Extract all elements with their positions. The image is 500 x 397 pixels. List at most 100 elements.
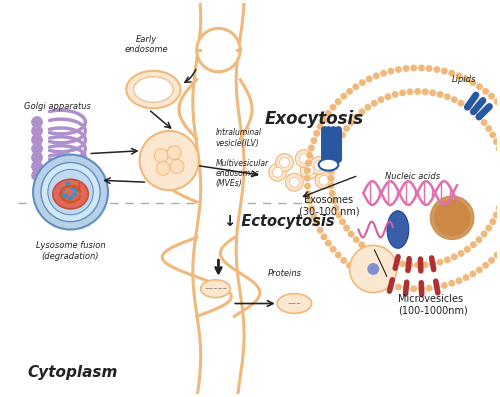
Circle shape (498, 152, 500, 159)
Circle shape (378, 253, 384, 260)
Circle shape (300, 154, 309, 164)
Circle shape (462, 75, 469, 83)
Circle shape (392, 91, 398, 98)
Circle shape (314, 160, 324, 170)
Circle shape (308, 205, 315, 212)
Circle shape (316, 227, 324, 233)
Circle shape (314, 220, 320, 227)
Circle shape (498, 197, 500, 204)
Circle shape (343, 225, 350, 231)
Circle shape (392, 259, 398, 266)
Circle shape (366, 274, 372, 281)
Polygon shape (434, 200, 470, 235)
Circle shape (332, 158, 342, 168)
Circle shape (496, 204, 500, 212)
Circle shape (268, 164, 286, 181)
Circle shape (170, 160, 184, 173)
Circle shape (290, 177, 300, 187)
Circle shape (343, 125, 350, 132)
Text: Cytoplasm: Cytoplasm (28, 365, 118, 380)
Circle shape (328, 182, 334, 189)
Circle shape (59, 193, 64, 198)
Circle shape (352, 266, 360, 273)
Circle shape (462, 274, 469, 281)
Circle shape (493, 138, 500, 145)
Circle shape (353, 114, 360, 120)
Circle shape (399, 260, 406, 267)
Circle shape (470, 241, 477, 248)
Circle shape (458, 100, 464, 106)
Circle shape (320, 233, 328, 240)
Polygon shape (440, 206, 464, 229)
Circle shape (316, 123, 324, 130)
Circle shape (441, 282, 448, 289)
Circle shape (488, 257, 495, 264)
Circle shape (470, 270, 476, 278)
Text: Golgi apparatus: Golgi apparatus (24, 102, 91, 111)
Circle shape (336, 138, 342, 145)
Circle shape (384, 256, 392, 263)
Circle shape (320, 116, 328, 123)
Circle shape (310, 213, 318, 220)
Circle shape (167, 146, 181, 160)
Circle shape (368, 263, 379, 275)
Circle shape (340, 257, 347, 264)
Circle shape (280, 158, 289, 168)
Circle shape (494, 252, 500, 258)
Circle shape (485, 125, 492, 132)
Text: Exocytosis: Exocytosis (264, 110, 364, 128)
Text: Nucleic acids: Nucleic acids (385, 172, 440, 181)
Circle shape (48, 170, 93, 215)
Circle shape (304, 183, 311, 189)
Circle shape (335, 95, 500, 261)
Text: ~~~: ~~~ (288, 301, 302, 306)
Circle shape (482, 262, 489, 269)
Circle shape (482, 88, 489, 95)
Circle shape (328, 167, 334, 174)
Circle shape (359, 79, 366, 86)
Circle shape (315, 172, 333, 189)
Circle shape (304, 167, 311, 174)
Circle shape (302, 63, 500, 294)
Circle shape (296, 150, 313, 168)
Ellipse shape (53, 179, 88, 209)
Text: ↓ Ectocytosis: ↓ Ectocytosis (224, 214, 335, 229)
Circle shape (499, 104, 500, 111)
Polygon shape (436, 202, 468, 233)
Circle shape (334, 252, 342, 258)
Circle shape (470, 108, 477, 115)
Circle shape (464, 246, 471, 253)
Circle shape (488, 93, 495, 100)
Circle shape (154, 149, 168, 162)
Circle shape (434, 66, 440, 73)
Circle shape (414, 262, 421, 268)
Circle shape (384, 93, 392, 100)
Circle shape (434, 283, 440, 291)
Circle shape (310, 137, 318, 144)
Circle shape (305, 160, 312, 166)
Ellipse shape (126, 71, 180, 108)
Circle shape (414, 88, 421, 95)
Text: Lysosome fusion
(degradation): Lysosome fusion (degradation) (36, 241, 106, 261)
Circle shape (496, 145, 500, 152)
Ellipse shape (134, 77, 173, 102)
Circle shape (426, 65, 432, 72)
Circle shape (371, 250, 378, 257)
Text: Microvesicles
(100-1000nm): Microvesicles (100-1000nm) (398, 294, 468, 315)
Circle shape (364, 104, 372, 111)
Circle shape (328, 160, 336, 167)
Circle shape (31, 152, 43, 164)
Circle shape (286, 173, 303, 191)
Ellipse shape (277, 294, 312, 313)
Circle shape (306, 152, 313, 159)
Circle shape (490, 218, 496, 225)
Circle shape (388, 282, 394, 289)
Circle shape (410, 285, 417, 292)
Circle shape (458, 250, 464, 257)
Circle shape (364, 246, 372, 253)
Circle shape (448, 70, 455, 77)
Circle shape (358, 241, 366, 248)
Circle shape (402, 285, 409, 291)
Circle shape (330, 104, 336, 111)
Text: Lipids: Lipids (452, 75, 476, 84)
